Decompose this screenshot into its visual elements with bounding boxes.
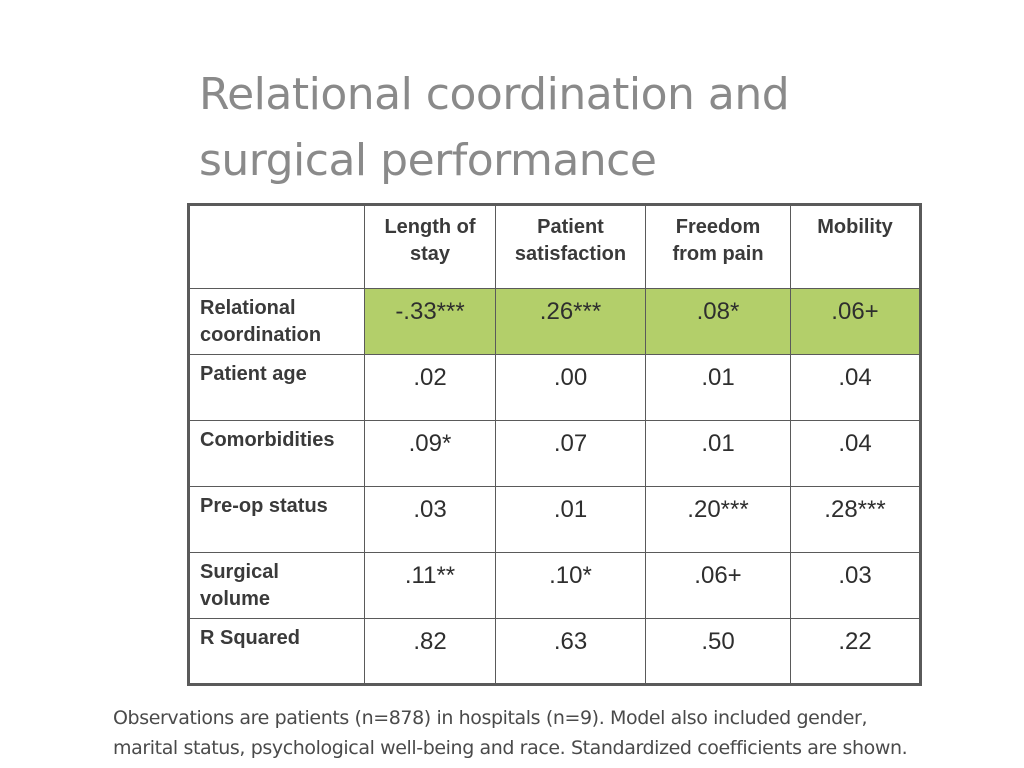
table-row-r-squared: R Squared .82 .63 .50 .22 <box>188 618 921 685</box>
title-line-2: surgical performance <box>199 135 657 186</box>
title-line-1: Relational coordination and <box>199 69 790 120</box>
table-cell: .06+ <box>645 552 791 619</box>
table-cell: .22 <box>790 618 921 685</box>
column-header-freedom-from-pain: Freedom from pain <box>645 204 791 289</box>
table-row-relational-coordination: Relational coordination -.33*** .26*** .… <box>188 288 921 355</box>
table-cell: .26*** <box>495 288 646 355</box>
table-row-pre-op-status: Pre-op status .03 .01 .20*** .28*** <box>188 486 921 553</box>
table-cell: .03 <box>364 486 496 553</box>
table-cell: .04 <box>790 354 921 421</box>
column-header-mobility: Mobility <box>790 204 921 289</box>
table-cell: .63 <box>495 618 646 685</box>
footnote-line-2: marital status, psychological well-being… <box>113 737 908 759</box>
table-cell: .82 <box>364 618 496 685</box>
slide-title: Relational coordination and surgical per… <box>199 62 919 194</box>
table-row-surgical-volume: Surgical volume .11** .10* .06+ .03 <box>188 552 921 619</box>
footnote-line-1: Observations are patients (n=878) in hos… <box>113 707 868 729</box>
table-cell: .08* <box>645 288 791 355</box>
row-label: Pre-op status <box>188 486 365 553</box>
table-header-row: Length of stay Patient satisfaction Free… <box>188 204 921 289</box>
table-cell: .01 <box>645 420 791 487</box>
table-cell: .10* <box>495 552 646 619</box>
table-cell: -.33*** <box>364 288 496 355</box>
table-row-patient-age: Patient age .02 .00 .01 .04 <box>188 354 921 421</box>
table-cell: .00 <box>495 354 646 421</box>
table-row-comorbidities: Comorbidities .09* .07 .01 .04 <box>188 420 921 487</box>
row-label: Patient age <box>188 354 365 421</box>
table-cell: .03 <box>790 552 921 619</box>
table-cell: .01 <box>495 486 646 553</box>
table-cell: .11** <box>364 552 496 619</box>
corner-cell <box>188 204 365 289</box>
table-cell: .50 <box>645 618 791 685</box>
table-cell: .02 <box>364 354 496 421</box>
row-label: Surgical volume <box>188 552 365 619</box>
results-table: Length of stay Patient satisfaction Free… <box>187 203 922 686</box>
table-cell: .06+ <box>790 288 921 355</box>
footnote: Observations are patients (n=878) in hos… <box>113 703 1023 763</box>
row-label: Relational coordination <box>188 288 365 355</box>
row-label: Comorbidities <box>188 420 365 487</box>
table-cell: .20*** <box>645 486 791 553</box>
column-header-length-of-stay: Length of stay <box>364 204 496 289</box>
row-label: R Squared <box>188 618 365 685</box>
table-cell: .28*** <box>790 486 921 553</box>
table-cell: .04 <box>790 420 921 487</box>
table-cell: .01 <box>645 354 791 421</box>
table-cell: .07 <box>495 420 646 487</box>
column-header-patient-satisfaction: Patient satisfaction <box>495 204 646 289</box>
table-cell: .09* <box>364 420 496 487</box>
